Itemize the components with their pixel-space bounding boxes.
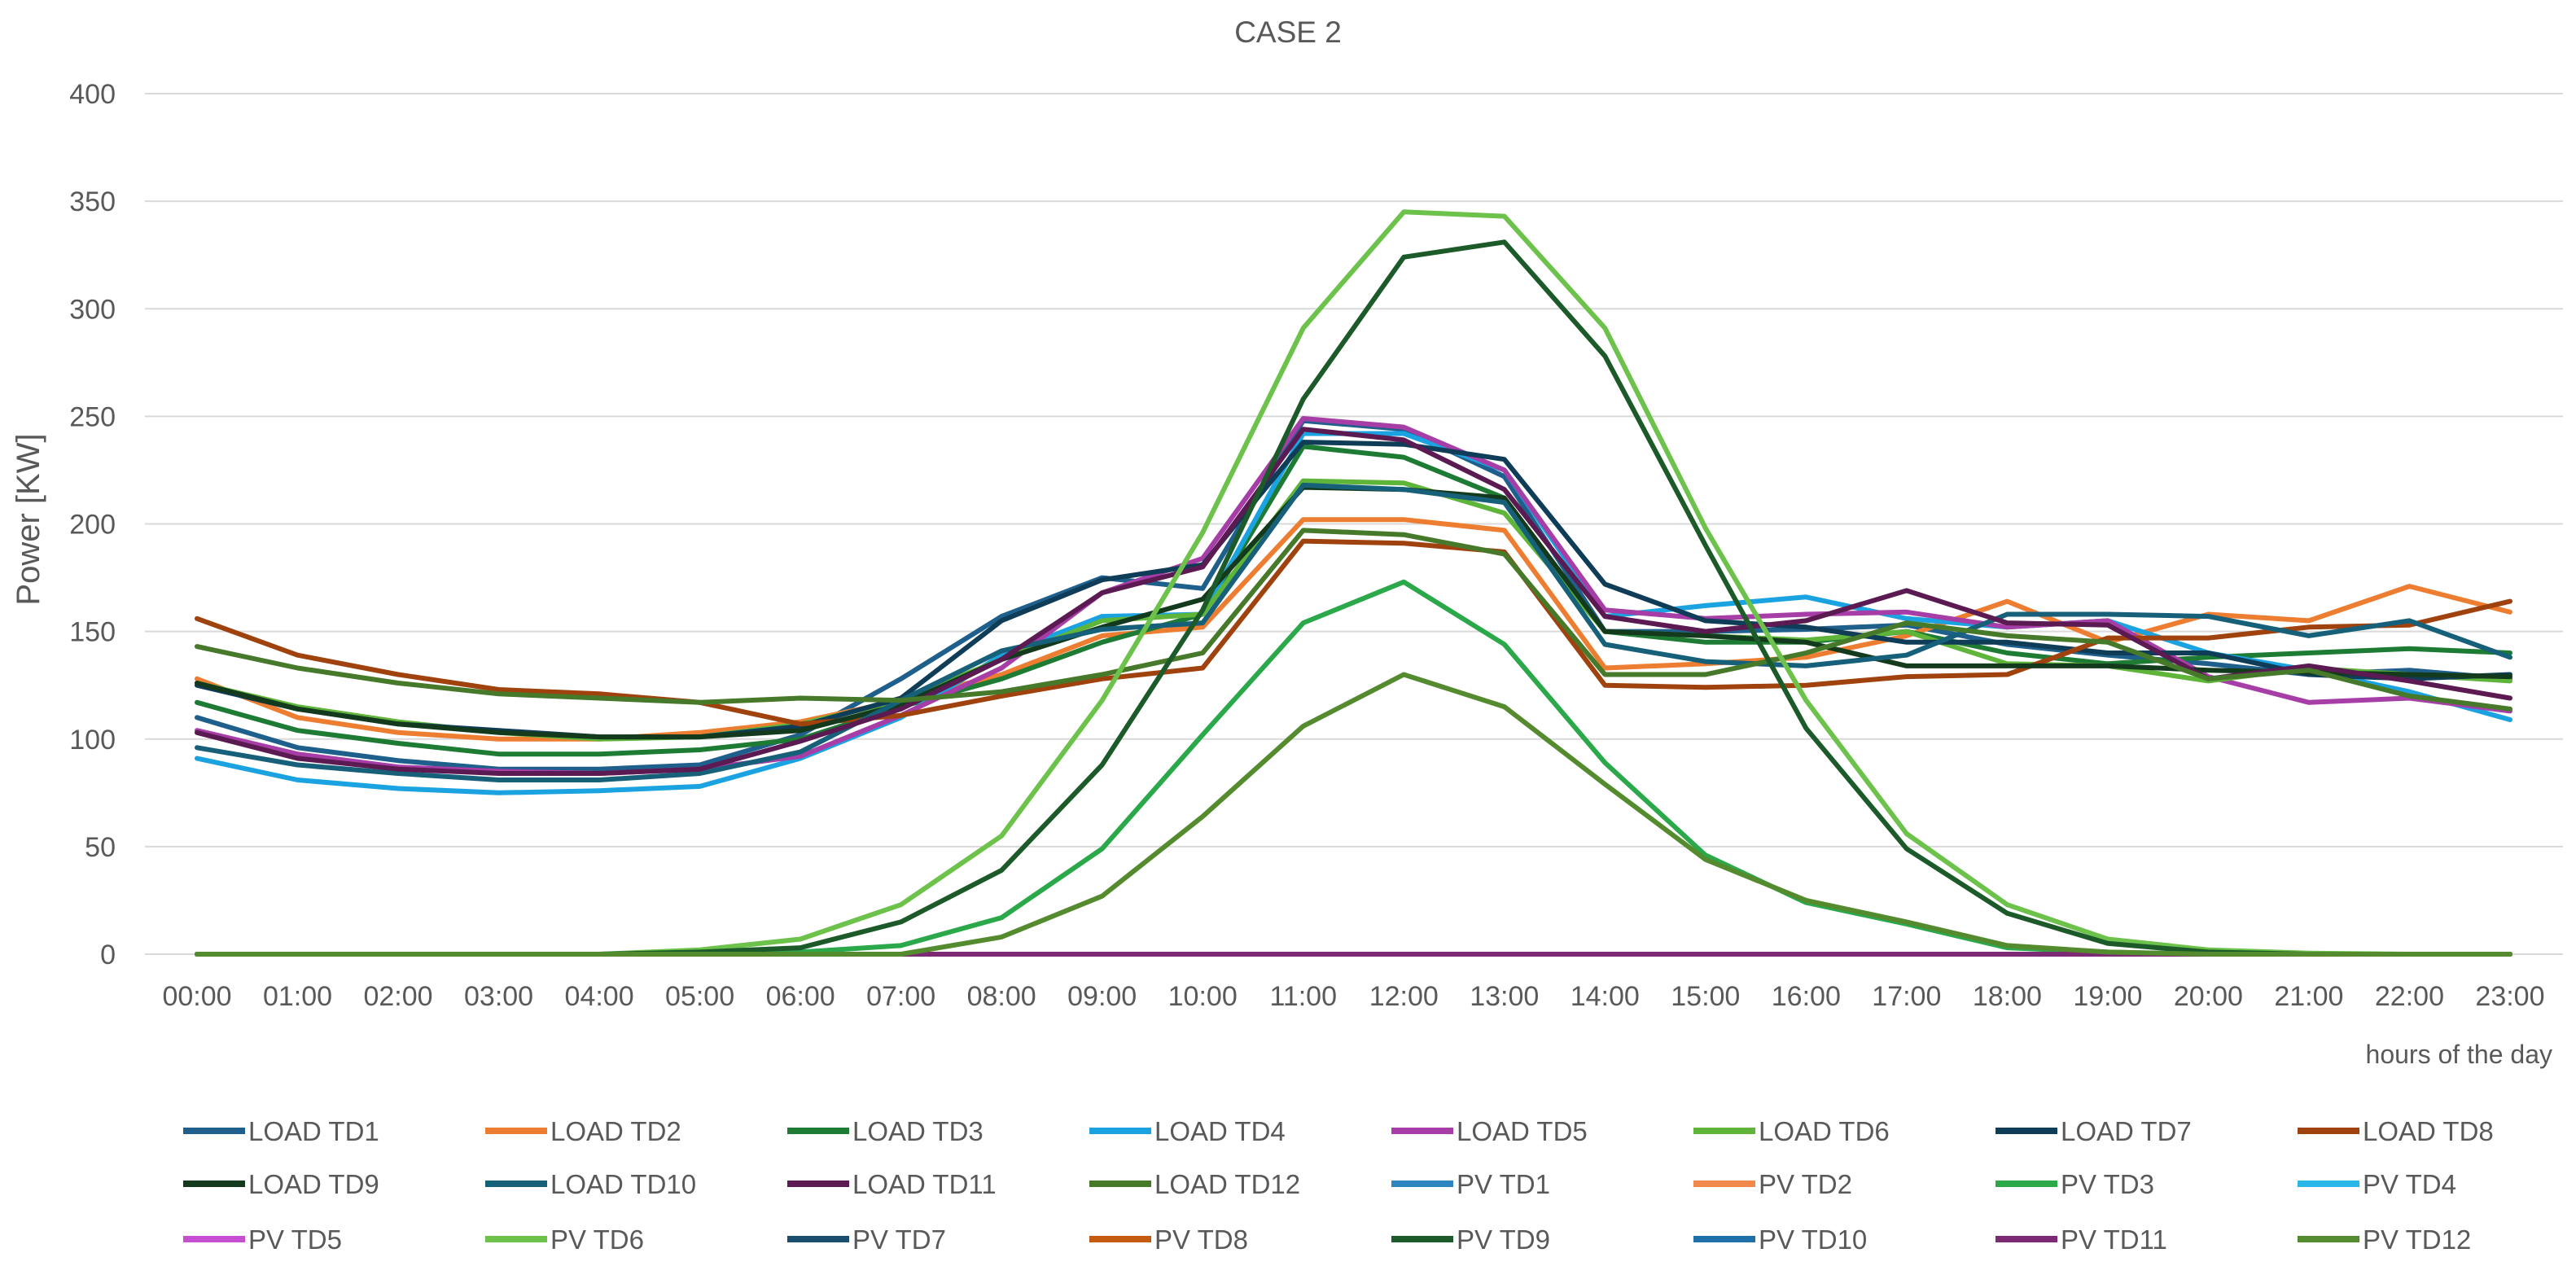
- x-tick-label: 11:00: [1269, 981, 1337, 1012]
- legend-label: LOAD TD5: [1457, 1116, 1588, 1146]
- legend-label: LOAD TD3: [852, 1116, 984, 1146]
- x-tick-label: 20:00: [2174, 981, 2243, 1012]
- legend-label: PV TD2: [1759, 1169, 1852, 1199]
- y-tick-label: 200: [69, 510, 116, 541]
- x-tick-label: 15:00: [1671, 981, 1740, 1012]
- series-line-load-td1: [195, 418, 2512, 772]
- x-tick-label: 22:00: [2375, 981, 2444, 1012]
- x-tick-label: 07:00: [866, 981, 935, 1012]
- x-tick-label: 08:00: [967, 981, 1036, 1012]
- y-tick-label: 150: [69, 617, 116, 648]
- legend-label: PV TD9: [1457, 1224, 1550, 1255]
- legend: LOAD TD1 LOAD TD2 LOAD TD3 LOAD TD4 LOAD TD5…: [183, 1116, 2494, 1255]
- x-tick-label: 12:00: [1369, 981, 1439, 1012]
- legend-label: LOAD TD6: [1759, 1116, 1890, 1146]
- legend-label: LOAD TD2: [550, 1116, 681, 1146]
- x-tick-label: 06:00: [766, 981, 835, 1012]
- y-tick-label: 50: [85, 832, 116, 863]
- legend-label: LOAD TD1: [248, 1116, 379, 1146]
- series-line-load-td8: [195, 538, 2512, 727]
- x-tick-label: 05:00: [665, 981, 734, 1012]
- x-tick-label: 10:00: [1168, 981, 1238, 1012]
- series-line-load-td3: [195, 444, 2512, 757]
- x-tick-label: 02:00: [363, 981, 432, 1012]
- y-tick-label: 300: [69, 294, 116, 325]
- series-lines: [195, 209, 2512, 957]
- legend-label: PV TD3: [2061, 1169, 2154, 1199]
- x-tick-label: 18:00: [1973, 981, 2042, 1012]
- x-tick-label: 23:00: [2475, 981, 2544, 1012]
- legend-label: PV TD10: [1759, 1224, 1867, 1255]
- y-tick-label: 100: [69, 725, 116, 756]
- series-line-pv-td6: [195, 209, 2512, 957]
- y-tick-label: 0: [100, 940, 116, 970]
- series-line-load-td10: [195, 482, 2512, 782]
- legend-label: PV TD7: [852, 1224, 946, 1255]
- series-line-load-td11: [195, 427, 2512, 776]
- x-axis-ticks: 00:00 01:00 02:00 03:00 04:00 05:00 06:00 07:00…: [162, 981, 2544, 1012]
- gridlines: [145, 93, 2563, 955]
- legend-label: LOAD TD11: [852, 1169, 997, 1199]
- series-line-pv-td12: [195, 672, 2512, 957]
- x-axis-label: hours of the day: [2366, 1040, 2552, 1069]
- legend-label: PV TD4: [2363, 1169, 2456, 1199]
- x-tick-label: 04:00: [565, 981, 634, 1012]
- legend-label: PV TD11: [2061, 1224, 2167, 1255]
- x-tick-label: 00:00: [162, 981, 231, 1012]
- legend-label: LOAD TD9: [248, 1169, 379, 1199]
- x-tick-label: 14:00: [1571, 981, 1640, 1012]
- legend-label: PV TD1: [1457, 1169, 1550, 1199]
- x-tick-label: 09:00: [1067, 981, 1137, 1012]
- legend-label: PV TD5: [248, 1224, 342, 1255]
- y-tick-label: 350: [69, 186, 116, 217]
- series-line-load-td5: [195, 416, 2512, 776]
- legend-label: LOAD TD12: [1154, 1169, 1300, 1199]
- y-axis-label: Power [KW]: [11, 433, 46, 605]
- series-line-load-td2: [195, 517, 2512, 742]
- legend-label: LOAD TD8: [2363, 1116, 2494, 1146]
- legend-label: LOAD TD7: [2061, 1116, 2192, 1146]
- legend-label: PV TD12: [2363, 1224, 2471, 1255]
- legend-label: PV TD6: [550, 1224, 644, 1255]
- x-tick-label: 13:00: [1470, 981, 1539, 1012]
- legend-label: LOAD TD10: [550, 1169, 696, 1199]
- x-tick-label: 19:00: [2073, 981, 2142, 1012]
- x-tick-label: 01:00: [263, 981, 332, 1012]
- legend-label: PV TD8: [1154, 1224, 1248, 1255]
- legend-label: LOAD TD4: [1154, 1116, 1286, 1146]
- x-tick-label: 16:00: [1772, 981, 1841, 1012]
- chart-title: CASE 2: [1234, 15, 1342, 49]
- y-axis-ticks: 0 50 100 150 200 250 300 350 400: [69, 79, 116, 970]
- y-tick-label: 400: [69, 79, 116, 110]
- y-tick-label: 250: [69, 401, 116, 432]
- series-line-load-td12: [195, 528, 2512, 712]
- x-tick-label: 21:00: [2274, 981, 2343, 1012]
- x-tick-label: 17:00: [1872, 981, 1941, 1012]
- x-tick-label: 03:00: [464, 981, 533, 1012]
